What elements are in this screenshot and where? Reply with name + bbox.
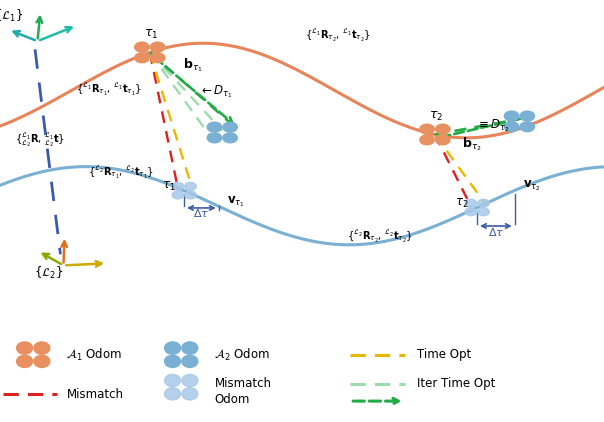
- Text: $\mathbf{v}_{\tau_1}$: $\mathbf{v}_{\tau_1}$: [227, 194, 245, 208]
- Circle shape: [223, 133, 237, 143]
- Circle shape: [504, 111, 519, 121]
- Circle shape: [165, 342, 181, 354]
- Circle shape: [150, 42, 165, 52]
- Text: $\{\mathcal{L}_2\}$: $\{\mathcal{L}_2\}$: [34, 265, 63, 281]
- Text: $\tau_2$: $\tau_2$: [429, 110, 443, 123]
- Circle shape: [520, 111, 535, 121]
- Text: $\mathcal{A}_1$ Odom: $\mathcal{A}_1$ Odom: [66, 346, 122, 363]
- Text: $\mathbf{b}_{\tau_1}$: $\mathbf{b}_{\tau_1}$: [183, 56, 203, 73]
- Text: $\{^{\mathcal{L}_2}\mathbf{R}_{\tau_2},\,^{\mathcal{L}_2}\mathbf{t}_{\tau_2}\}$: $\{^{\mathcal{L}_2}\mathbf{R}_{\tau_2},\…: [347, 228, 413, 244]
- Circle shape: [150, 53, 165, 63]
- Circle shape: [182, 342, 198, 354]
- Circle shape: [34, 342, 50, 354]
- Circle shape: [182, 374, 198, 387]
- Circle shape: [435, 124, 450, 134]
- Circle shape: [185, 191, 196, 199]
- Circle shape: [420, 124, 434, 134]
- Circle shape: [17, 355, 33, 368]
- Circle shape: [207, 133, 222, 143]
- Circle shape: [185, 182, 196, 190]
- Text: $\tau_2$: $\tau_2$: [455, 196, 469, 210]
- Text: $\Delta\tau$: $\Delta\tau$: [193, 207, 210, 219]
- Circle shape: [223, 122, 237, 132]
- Text: Iter Time Opt: Iter Time Opt: [417, 377, 495, 390]
- Circle shape: [182, 355, 198, 368]
- Circle shape: [504, 122, 519, 132]
- Text: $\mathbf{v}_{\tau_2}$: $\mathbf{v}_{\tau_2}$: [523, 178, 541, 193]
- Text: $\{^{\mathcal{L}_1}\mathbf{R}_{\tau_1},\,^{\mathcal{L}_1}\mathbf{t}_{\tau_1}\}$: $\{^{\mathcal{L}_1}\mathbf{R}_{\tau_1},\…: [76, 81, 141, 97]
- Circle shape: [172, 182, 184, 190]
- Circle shape: [435, 135, 450, 145]
- Text: $\Delta\tau$: $\Delta\tau$: [487, 226, 504, 238]
- Text: $\mathbf{b}_{\tau_2}$: $\mathbf{b}_{\tau_2}$: [462, 135, 481, 153]
- Text: $\equiv D_{\tau_2}$: $\equiv D_{\tau_2}$: [476, 118, 509, 134]
- Circle shape: [172, 191, 184, 199]
- Text: $\leftarrow D_{\tau_1}$: $\leftarrow D_{\tau_1}$: [199, 84, 233, 100]
- Text: Mismatch
Odom: Mismatch Odom: [214, 377, 271, 406]
- Circle shape: [17, 342, 33, 354]
- Text: $\{^{\mathcal{L}_2}\mathbf{R}_{\tau_1},\,^{\mathcal{L}_2}\mathbf{t}_{\tau_1}\}$: $\{^{\mathcal{L}_2}\mathbf{R}_{\tau_1},\…: [88, 165, 153, 181]
- Circle shape: [135, 42, 149, 52]
- Text: $\{^{\mathcal{L}_1}_{\mathcal{L}_2}\mathbf{R},\,^{\mathcal{L}_1}_{\mathcal{L}_2}: $\{^{\mathcal{L}_1}_{\mathcal{L}_2}\math…: [15, 132, 65, 149]
- Text: $\tau_1$: $\tau_1$: [144, 28, 158, 41]
- Circle shape: [34, 355, 50, 368]
- Circle shape: [165, 388, 181, 400]
- Circle shape: [165, 355, 181, 368]
- Circle shape: [478, 208, 489, 216]
- Text: Mismatch: Mismatch: [66, 388, 123, 400]
- Text: $\{^{\mathcal{L}_1}\mathbf{R}_{\tau_2},\,^{\mathcal{L}_1}\mathbf{t}_{\tau_2}\}$: $\{^{\mathcal{L}_1}\mathbf{R}_{\tau_2},\…: [305, 28, 371, 44]
- Circle shape: [465, 199, 477, 207]
- Circle shape: [478, 199, 489, 207]
- Circle shape: [520, 122, 535, 132]
- Circle shape: [135, 53, 149, 63]
- Text: Time Opt: Time Opt: [417, 348, 471, 361]
- Text: $\tau_1$: $\tau_1$: [162, 180, 176, 193]
- Circle shape: [165, 374, 181, 387]
- Circle shape: [465, 208, 477, 216]
- Circle shape: [420, 135, 434, 145]
- Text: $\{\mathcal{L}_1\}$: $\{\mathcal{L}_1\}$: [0, 8, 23, 24]
- Circle shape: [182, 388, 198, 400]
- Circle shape: [207, 122, 222, 132]
- Text: $\mathcal{A}_2$ Odom: $\mathcal{A}_2$ Odom: [214, 346, 270, 363]
